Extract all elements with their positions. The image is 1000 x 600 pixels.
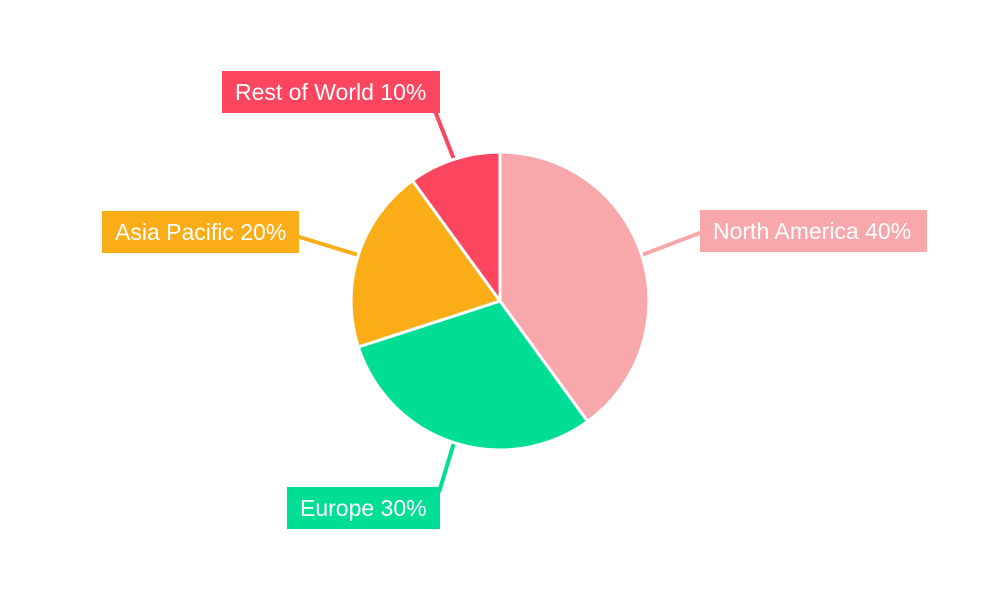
- pie-label-rest-of-world: Rest of World 10%: [222, 71, 440, 113]
- pie-label-text: Asia Pacific 20%: [115, 218, 287, 245]
- pie-label-text: Europe 30%: [300, 494, 427, 521]
- leader-lines-group: [295, 105, 706, 493]
- leader-line-europe: [437, 442, 456, 493]
- pie-label-europe: Europe 30%: [287, 487, 440, 529]
- leader-line-asia-pacific: [295, 234, 359, 257]
- pie-slice-rest-of-world[interactable]: [410, 150, 502, 303]
- pie-slice-europe[interactable]: [356, 299, 590, 452]
- leader-line-rest-of-world: [431, 105, 456, 161]
- pie-slices-group: [349, 150, 651, 452]
- pie-label-asia-pacific: Asia Pacific 20%: [102, 211, 299, 253]
- pie-label-north-america: North America 40%: [700, 210, 927, 252]
- pie-slice-asia-pacific[interactable]: [349, 179, 502, 349]
- leader-line-north-america: [640, 229, 706, 257]
- pie-label-text: North America 40%: [713, 217, 912, 244]
- pie-slice-north-america[interactable]: [498, 150, 651, 423]
- pie-label-text: Rest of World 10%: [235, 78, 427, 105]
